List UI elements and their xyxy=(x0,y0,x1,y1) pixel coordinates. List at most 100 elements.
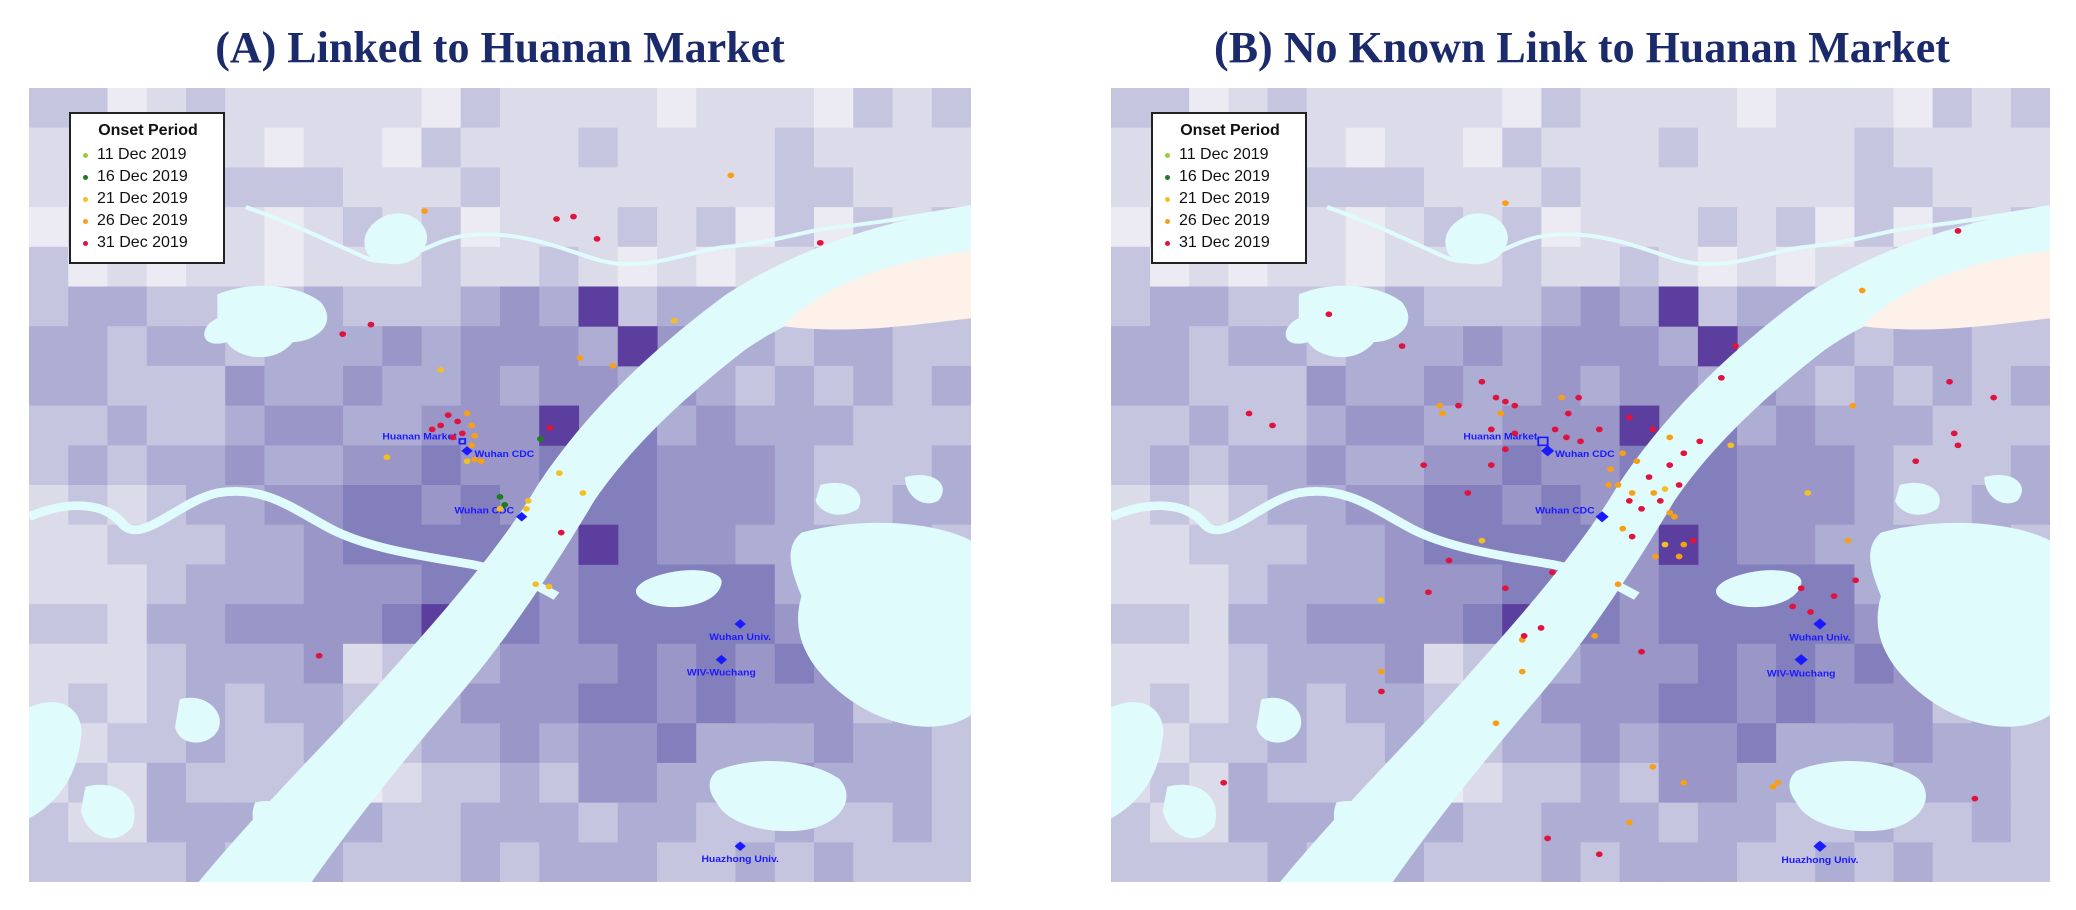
case-dot xyxy=(1675,553,1683,560)
case-dot xyxy=(1689,537,1697,544)
case-dot xyxy=(1564,410,1572,417)
case-dot xyxy=(1638,505,1645,512)
legend-item: 21 Dec 2019 xyxy=(1165,188,1295,210)
case-dot xyxy=(1325,311,1333,318)
landmark-label: Wuhan CDC xyxy=(1535,506,1594,516)
case-dot xyxy=(1591,633,1598,639)
case-dot xyxy=(1954,228,1962,234)
water-bodies xyxy=(29,205,971,882)
legend-dot-icon xyxy=(1165,196,1170,202)
market-marker-icon xyxy=(458,438,467,445)
case-dot xyxy=(1220,779,1228,786)
lake xyxy=(1111,702,1164,819)
sandbar xyxy=(782,250,971,330)
case-dot xyxy=(1954,442,1962,449)
landmark-label: Huazhong Univ. xyxy=(701,855,778,865)
lake xyxy=(635,570,722,608)
cases xyxy=(1220,200,1998,858)
case-dot xyxy=(471,432,478,439)
case-dot xyxy=(727,172,735,179)
case-dot xyxy=(501,501,509,508)
legend-item: 11 Dec 2019 xyxy=(1165,144,1295,166)
case-dot xyxy=(816,239,824,246)
legend-item: 21 Dec 2019 xyxy=(83,188,213,210)
landmark-diamond-icon xyxy=(1541,445,1555,457)
case-dot xyxy=(468,442,476,449)
lake xyxy=(1285,285,1409,358)
legend-item: 16 Dec 2019 xyxy=(1165,166,1295,188)
case-dot xyxy=(1511,430,1519,437)
case-dot xyxy=(1455,402,1462,409)
north-river xyxy=(1326,205,2050,267)
case-dot xyxy=(1445,557,1453,564)
case-dot xyxy=(1605,482,1613,488)
sandbar xyxy=(1862,250,2050,330)
case-dot xyxy=(1625,819,1633,826)
case-dot xyxy=(463,410,471,417)
lake xyxy=(905,474,943,504)
legend-items: 11 Dec 2019 16 Dec 2019 21 Dec 2019 26 Dec … xyxy=(1165,144,1295,254)
case-dot xyxy=(532,581,540,588)
landmark-label: Wuhan CDC xyxy=(454,506,514,516)
case-dot xyxy=(454,418,462,425)
case-dot xyxy=(1727,442,1735,449)
case-dot xyxy=(1614,581,1622,588)
case-dot xyxy=(1619,525,1627,532)
case-dot xyxy=(576,355,584,361)
case-dot xyxy=(496,494,504,500)
case-dot xyxy=(1649,426,1657,433)
case-dot xyxy=(367,321,375,328)
landmarks: Huanan Market Wuhan CDC Wuhan CDC Wuhan Uni… xyxy=(1463,432,1858,865)
case-dot xyxy=(1478,537,1486,544)
lake xyxy=(80,784,135,839)
case-dot xyxy=(1548,569,1556,576)
case-dot xyxy=(1537,625,1545,631)
case-dot xyxy=(1497,410,1505,417)
case-dot xyxy=(1595,851,1603,858)
case-dot xyxy=(1652,553,1660,560)
legend-label: 21 Dec 2019 xyxy=(1179,190,1270,207)
legend-item: 26 Dec 2019 xyxy=(83,210,213,232)
han-river xyxy=(1111,487,1640,600)
case-dot xyxy=(1625,498,1633,504)
case-dot xyxy=(1649,764,1657,770)
case-dot xyxy=(1680,541,1688,548)
lake xyxy=(1789,761,1926,832)
lake xyxy=(175,697,220,743)
landmark-diamond-icon xyxy=(734,841,746,852)
panel-a-map: Huanan Market Wuhan CDC Wuhan CDC Wuhan Uni… xyxy=(29,88,971,882)
case-dot xyxy=(339,331,347,337)
lake xyxy=(1716,570,1802,608)
case-dot xyxy=(546,424,554,431)
case-dot xyxy=(537,436,544,442)
lake xyxy=(1162,784,1217,839)
case-dot xyxy=(1245,410,1253,417)
case-dot xyxy=(1487,426,1495,433)
case-dot xyxy=(1696,438,1704,445)
legend-item: 16 Dec 2019 xyxy=(83,166,213,188)
cases xyxy=(315,172,824,659)
case-dot xyxy=(1946,378,1953,385)
landmark-diamond-icon xyxy=(734,619,746,629)
case-dot xyxy=(1378,668,1385,675)
case-dot xyxy=(1666,434,1674,441)
landmark-diamond-icon xyxy=(1813,840,1827,852)
case-dot xyxy=(496,505,504,512)
case-dot xyxy=(1638,648,1645,655)
market-marker-icon xyxy=(1537,436,1549,447)
case-dot xyxy=(1950,430,1958,437)
legend-item: 31 Dec 2019 xyxy=(83,232,213,254)
lake xyxy=(1895,482,1940,515)
landmark-diamond-icon xyxy=(1794,654,1808,666)
case-dot xyxy=(1769,783,1777,790)
case-dot xyxy=(1551,426,1559,433)
legend-label: 26 Dec 2019 xyxy=(1179,212,1270,229)
case-dot xyxy=(1852,577,1860,584)
case-dot xyxy=(1575,394,1583,401)
case-dot xyxy=(1577,438,1584,445)
case-dot xyxy=(1666,462,1674,469)
legend-title: Onset Period xyxy=(98,122,198,139)
legend-dot-icon xyxy=(83,240,88,246)
case-dot xyxy=(428,426,436,433)
legend-label: 11 Dec 2019 xyxy=(1179,146,1269,163)
